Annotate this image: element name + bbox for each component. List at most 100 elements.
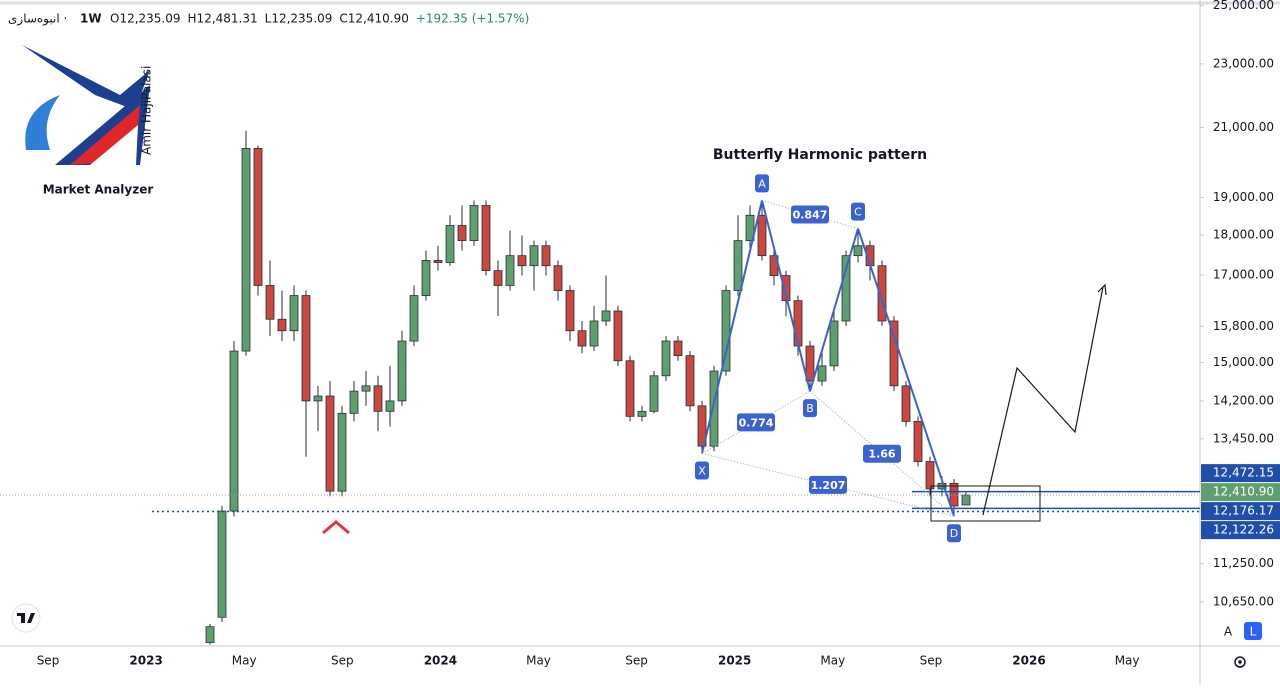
candle-body — [457, 225, 467, 242]
pattern-leg — [701, 200, 763, 454]
x-tick-label: May — [526, 654, 551, 668]
candle-body — [913, 420, 923, 462]
y-tick-label: 11,250.00 — [1213, 556, 1274, 570]
candle-body — [637, 410, 647, 417]
point-label: B — [806, 402, 814, 415]
price-label-box — [1201, 521, 1280, 540]
y-tick-label: 19,000.00 — [1213, 190, 1274, 204]
candle-body — [217, 510, 227, 618]
x-tick-label: Sep — [37, 654, 60, 668]
point-box — [851, 202, 865, 221]
candle-body — [781, 275, 791, 302]
point-label: D — [950, 527, 958, 540]
x-tick-label: 2023 — [129, 654, 162, 668]
ratio-label: 0.774 — [739, 416, 774, 429]
tv-logo-circle — [11, 603, 41, 633]
logo: Market Analyzer Amir HajiPalasi — [22, 45, 154, 197]
control-button[interactable] — [1219, 622, 1237, 640]
price-label-box — [1201, 464, 1280, 483]
x-tick-label: 2026 — [1012, 654, 1045, 668]
logo-swoosh — [25, 95, 60, 150]
settings[interactable] — [1234, 656, 1246, 668]
x-tick-label: Sep — [331, 654, 354, 668]
ohlc-value: O12,235.09 — [110, 12, 181, 26]
candle-body — [661, 340, 671, 377]
price-label: 12,472.15 — [1213, 466, 1274, 480]
candle-body — [421, 260, 431, 296]
price-label-box — [1201, 483, 1280, 502]
point-label: C — [854, 206, 862, 219]
price-label: 12,410.90 — [1213, 485, 1274, 499]
target-box — [930, 485, 1041, 522]
projection — [982, 286, 1104, 516]
candle-body — [577, 330, 587, 347]
x-tick-label: Sep — [920, 654, 943, 668]
symbol: انبوه‌سازی · — [8, 12, 67, 27]
ratio-box — [809, 475, 847, 494]
candle-body — [673, 340, 683, 357]
y-tick-label: 15,800.00 — [1213, 319, 1274, 333]
candle-body — [349, 390, 359, 414]
candle-body — [757, 214, 767, 257]
candle-body — [337, 412, 347, 492]
candle-body — [805, 345, 815, 382]
candle-body — [853, 245, 863, 257]
y-tick-label: 18,000.00 — [1213, 228, 1274, 242]
price-change: +192.35 (+1.57%) — [416, 12, 529, 26]
price-label: 12,122.26 — [1213, 523, 1274, 537]
point-box — [947, 524, 961, 543]
ratio-box — [791, 205, 829, 224]
x-tick-label: Sep — [625, 654, 648, 668]
point-box — [755, 174, 769, 193]
ratio-label: 0.847 — [793, 208, 828, 221]
ohlc-value: C12,410.90 — [339, 12, 408, 26]
candle-body — [229, 350, 239, 512]
candle-body — [493, 270, 503, 286]
y-tick-label: 10,650.00 — [1213, 594, 1274, 608]
candle-body — [517, 255, 527, 267]
candle-body — [829, 320, 839, 367]
candle-body — [205, 626, 215, 643]
ratio-box — [863, 444, 901, 463]
y-tick-label: 17,000.00 — [1213, 268, 1274, 282]
candle-body — [313, 395, 323, 402]
pattern-leg — [761, 200, 811, 392]
candle-body — [301, 295, 311, 402]
point-label: X — [698, 465, 706, 478]
y-tick-label: 13,450.00 — [1213, 431, 1274, 445]
candle-body — [745, 214, 755, 242]
ohlc: O12,235.09 H12,481.31 L12,235.09 C12,410.90… — [110, 12, 529, 26]
candle-body — [469, 205, 479, 242]
candle-body — [685, 355, 695, 407]
settings-icon[interactable] — [1234, 656, 1246, 668]
candle-body — [445, 225, 455, 263]
x-tick-label: May — [820, 654, 845, 668]
ohlc-value: H12,481.31 — [188, 12, 258, 26]
control-label[interactable]: L — [1250, 625, 1257, 639]
tv-logo — [11, 603, 41, 633]
settings-dot[interactable] — [1238, 660, 1242, 664]
candle-body — [361, 385, 371, 392]
x-tick-label: 2025 — [718, 654, 751, 668]
candle-body — [433, 260, 443, 263]
pattern-leg — [857, 228, 955, 517]
candle-body — [505, 255, 515, 286]
y-tick-label: 21,000.00 — [1213, 120, 1274, 134]
candle-body — [961, 494, 971, 506]
plot: 25,000.00 23,000.00 21,000.00 19,000.00 18,0… — [0, 0, 1280, 668]
candle-body — [841, 255, 851, 322]
y-tick-label: 14,200.00 — [1213, 393, 1274, 407]
chart-title: Butterfly Harmonic pattern — [713, 147, 927, 163]
x-tick-label: May — [232, 654, 257, 668]
point-box — [695, 461, 709, 480]
control-label[interactable]: A — [1224, 625, 1233, 639]
candle-body — [925, 461, 935, 490]
candle-body — [553, 265, 563, 291]
candle-body — [409, 295, 419, 342]
ratio-box — [737, 413, 775, 432]
control-button[interactable] — [1244, 622, 1262, 640]
candle-body — [613, 310, 623, 362]
